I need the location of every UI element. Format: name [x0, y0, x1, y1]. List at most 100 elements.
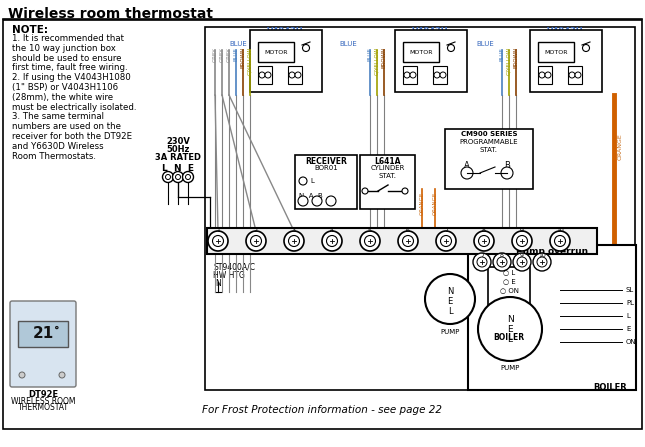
Circle shape	[582, 45, 590, 51]
Circle shape	[478, 297, 542, 361]
Circle shape	[517, 257, 527, 267]
Bar	[468, 245, 636, 390]
Circle shape	[246, 231, 266, 251]
Circle shape	[362, 188, 368, 194]
Circle shape	[295, 72, 301, 78]
Bar	[538, 42, 574, 62]
Text: CM900 SERIES: CM900 SERIES	[461, 131, 517, 137]
Circle shape	[298, 196, 308, 206]
Text: BLUE: BLUE	[499, 47, 504, 61]
Circle shape	[569, 72, 575, 78]
Text: RECEIVER: RECEIVER	[305, 157, 347, 166]
Circle shape	[550, 231, 570, 251]
Text: should be used to ensure: should be used to ensure	[12, 54, 121, 63]
Text: HW: HW	[422, 43, 438, 52]
Circle shape	[497, 257, 507, 267]
Bar	[207, 228, 597, 254]
Text: PUMP: PUMP	[441, 329, 460, 335]
Text: THERMOSTAT: THERMOSTAT	[17, 403, 68, 412]
Text: BOILER: BOILER	[593, 383, 627, 392]
Circle shape	[250, 236, 261, 246]
Bar	[395, 30, 467, 92]
Circle shape	[259, 72, 265, 78]
Text: 7: 7	[480, 253, 484, 258]
Bar	[360, 155, 415, 209]
Text: 3. The same terminal: 3. The same terminal	[12, 112, 104, 122]
Text: L: L	[310, 178, 314, 184]
Circle shape	[175, 174, 181, 180]
Text: ○ E: ○ E	[502, 278, 515, 284]
Circle shape	[434, 72, 440, 78]
Text: G/YELLOW: G/YELLOW	[248, 47, 252, 75]
Circle shape	[477, 257, 487, 267]
Text: BLUE: BLUE	[229, 41, 247, 47]
Text: 4: 4	[330, 228, 334, 233]
Text: SL: SL	[626, 287, 634, 293]
Text: 6: 6	[406, 228, 410, 233]
Circle shape	[448, 45, 455, 51]
Circle shape	[402, 188, 408, 194]
Circle shape	[172, 172, 183, 182]
Text: L641A: L641A	[374, 157, 401, 166]
Text: 3A RATED: 3A RATED	[155, 153, 201, 162]
Bar	[295, 155, 357, 209]
Circle shape	[19, 372, 25, 378]
Bar	[403, 66, 417, 84]
Text: 50Hz: 50Hz	[166, 145, 190, 154]
Text: G/YELLOW: G/YELLOW	[506, 47, 511, 75]
Bar	[258, 66, 272, 84]
Circle shape	[312, 196, 322, 206]
Bar	[250, 30, 322, 92]
Text: BOILER: BOILER	[493, 333, 524, 342]
Text: N: N	[506, 315, 513, 324]
Circle shape	[183, 172, 194, 182]
Bar	[403, 42, 439, 62]
Text: N  A  B: N A B	[299, 193, 322, 199]
Circle shape	[289, 72, 295, 78]
Text: °: °	[54, 326, 59, 336]
Text: 2. If using the V4043H1080: 2. If using the V4043H1080	[12, 73, 131, 82]
Text: 230V: 230V	[166, 137, 190, 146]
Text: BROWN: BROWN	[381, 47, 386, 68]
Text: CYLINDER: CYLINDER	[370, 165, 404, 171]
Text: BROWN: BROWN	[513, 47, 519, 68]
Text: WIRELESS ROOM: WIRELESS ROOM	[11, 397, 75, 406]
Circle shape	[533, 253, 551, 271]
Text: PROGRAMMABLE: PROGRAMMABLE	[460, 139, 519, 145]
Bar	[205, 27, 635, 390]
Text: and Y6630D Wireless: and Y6630D Wireless	[12, 142, 104, 151]
Text: (1" BSP) or V4043H1106: (1" BSP) or V4043H1106	[12, 83, 118, 92]
Circle shape	[212, 236, 224, 246]
Bar	[568, 66, 582, 84]
Text: 10: 10	[538, 253, 546, 258]
Text: MOTOR: MOTOR	[264, 50, 288, 55]
Text: Room Thermostats.: Room Thermostats.	[12, 152, 96, 160]
Text: (28mm), the white wire: (28mm), the white wire	[12, 93, 113, 102]
Circle shape	[575, 72, 581, 78]
Circle shape	[517, 236, 528, 246]
Text: N: N	[215, 279, 221, 288]
Text: E: E	[507, 325, 513, 334]
Text: ORANGE: ORANGE	[618, 134, 623, 160]
Text: STAT.: STAT.	[379, 173, 397, 179]
Text: must be electrically isolated.: must be electrically isolated.	[12, 103, 137, 112]
Circle shape	[186, 174, 190, 180]
Circle shape	[479, 236, 490, 246]
Text: N: N	[447, 287, 453, 296]
Text: V4043H: V4043H	[547, 27, 583, 36]
Circle shape	[513, 253, 531, 271]
Text: BLUE: BLUE	[368, 47, 373, 61]
Text: G/YELLOW: G/YELLOW	[375, 47, 379, 75]
Circle shape	[410, 72, 416, 78]
Circle shape	[299, 177, 307, 185]
Text: ON: ON	[626, 339, 637, 345]
Text: E: E	[626, 326, 630, 332]
Text: 8: 8	[500, 253, 504, 258]
Text: ZONE VALVE: ZONE VALVE	[401, 35, 459, 44]
Text: HW HTG: HW HTG	[213, 271, 245, 280]
Circle shape	[326, 236, 337, 246]
Text: 21: 21	[32, 326, 54, 342]
Text: ○ L: ○ L	[503, 269, 515, 275]
Circle shape	[440, 72, 446, 78]
Text: 1. It is recommended that: 1. It is recommended that	[12, 34, 124, 43]
